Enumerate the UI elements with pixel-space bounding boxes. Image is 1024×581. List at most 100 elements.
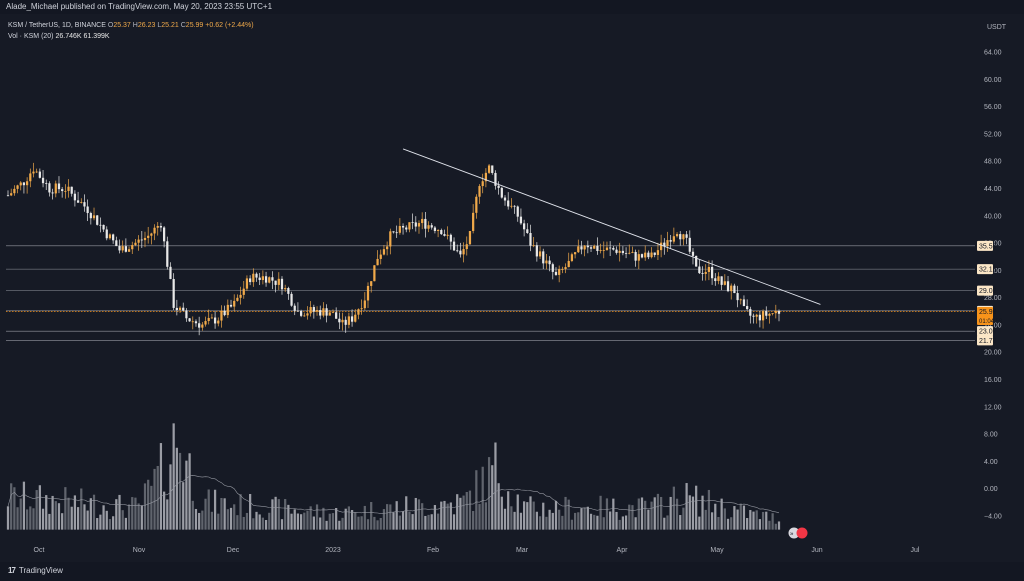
volume-bar (255, 511, 258, 530)
time-axis[interactable]: Oct Nov Dec 2023 Feb Mar Apr May Jun Jul (34, 547, 920, 554)
candle-body (669, 240, 672, 242)
candle-body (452, 241, 456, 251)
level-tag-label: 21.73 (979, 338, 997, 345)
volume-bar (319, 517, 322, 530)
level-tag-label: 23.09 (979, 329, 997, 336)
volume-bar (707, 489, 711, 530)
candle-body (704, 271, 707, 274)
volume-bar (424, 515, 427, 530)
volume-bar (669, 496, 672, 530)
candle-body (386, 246, 389, 250)
volume-bar (637, 498, 640, 530)
volume-bar (440, 501, 443, 530)
volume-bar (774, 523, 777, 530)
candle-body (293, 305, 296, 311)
volume-bar (229, 507, 233, 530)
volume-bar (233, 504, 236, 530)
volume-bar (554, 500, 558, 530)
volume-bar (628, 504, 631, 530)
candle-body (376, 258, 379, 266)
volume-bar (198, 512, 201, 530)
volume-bar (465, 492, 468, 530)
candle-body (127, 249, 131, 252)
candle-body (742, 299, 746, 307)
candle-body (140, 239, 143, 241)
candle-body (752, 315, 755, 317)
volume-bar (624, 515, 628, 530)
volume-bar (733, 506, 736, 530)
candle-body (252, 273, 255, 283)
volume-bar (335, 507, 338, 530)
candle-body (631, 251, 634, 253)
volume-bar (561, 515, 564, 530)
candle-body (255, 273, 258, 278)
volume-bar (752, 511, 755, 530)
candle-body (529, 233, 532, 246)
candle-body (577, 246, 580, 253)
x-tick-label: Dec (227, 547, 240, 554)
volume-bar (494, 442, 497, 530)
x-tick-label: 2023 (325, 547, 341, 554)
candle-body (768, 313, 771, 316)
candle-body (347, 316, 351, 325)
volume-bar (344, 508, 347, 530)
candle-body (29, 173, 32, 182)
high-value: 26.23 (137, 22, 156, 29)
volume-bar (548, 509, 551, 530)
volume-value: 26.746K (55, 33, 82, 40)
candle-body (765, 311, 768, 316)
candle-body (92, 215, 96, 219)
candle-body (602, 250, 605, 251)
candle-body (746, 306, 749, 310)
volume-bar (475, 470, 478, 530)
candle-body (462, 249, 465, 255)
volume-label: Vol · KSM (20) (8, 33, 54, 40)
price-chart[interactable]: 64.0060.0056.0052.0048.0044.0040.0036.00… (0, 0, 1024, 562)
candle-body (357, 309, 360, 315)
price-axis[interactable]: 64.0060.0056.0052.0048.0044.0040.0036.00… (984, 50, 1002, 521)
volume-bar (609, 511, 612, 530)
candle-body (580, 246, 583, 250)
candle-body (695, 255, 698, 267)
candle-body (618, 250, 621, 253)
volume-bar (405, 496, 408, 530)
candle-body (392, 231, 395, 233)
volume-bar (395, 501, 398, 530)
volume-bar (153, 468, 156, 530)
candle-body (274, 280, 277, 285)
y-tick-label: 44.00 (984, 186, 1002, 193)
y-tick-label: −4.00 (984, 514, 1002, 521)
y-tick-label: 12.00 (984, 404, 1002, 411)
volume-bar (175, 447, 178, 530)
volume-bar (45, 495, 48, 530)
candle-body (484, 172, 488, 182)
volume-bar (478, 503, 481, 530)
go-to-realtime-icon[interactable]: » (788, 527, 808, 539)
tradingview-brand[interactable]: 17 TradingView (8, 566, 63, 575)
volume-bar (612, 498, 615, 530)
volume-bar (644, 500, 647, 530)
candle-body (223, 310, 226, 316)
candle-body (411, 222, 414, 224)
volume-bar (290, 513, 293, 530)
candle-body (153, 227, 156, 234)
candle-body (609, 247, 612, 249)
descending-trendline[interactable] (402, 148, 821, 305)
candle-body (542, 251, 545, 264)
candle-body (771, 313, 774, 314)
candle-body (19, 182, 22, 186)
candle-body (440, 230, 443, 235)
volume-bar (204, 498, 207, 530)
candle-body (13, 188, 16, 194)
y-tick-label: 8.00 (984, 432, 998, 439)
candle-body (532, 245, 535, 247)
candle-body (102, 224, 105, 230)
x-tick-label: Jul (911, 547, 920, 554)
candle-body (204, 321, 207, 325)
volume-bar (29, 506, 32, 530)
candle-body (382, 249, 386, 255)
volume-bar (382, 509, 386, 530)
volume-bar (287, 504, 290, 530)
volume-bar (210, 511, 214, 530)
volume-bar (338, 520, 341, 530)
